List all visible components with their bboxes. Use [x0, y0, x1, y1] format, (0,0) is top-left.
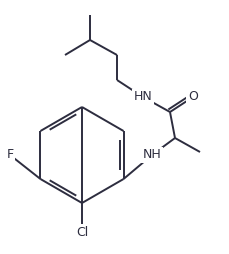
- Text: HN: HN: [133, 90, 152, 103]
- Text: O: O: [187, 90, 197, 103]
- Text: F: F: [6, 149, 14, 162]
- Text: NH: NH: [142, 149, 161, 162]
- Text: Cl: Cl: [76, 226, 88, 239]
